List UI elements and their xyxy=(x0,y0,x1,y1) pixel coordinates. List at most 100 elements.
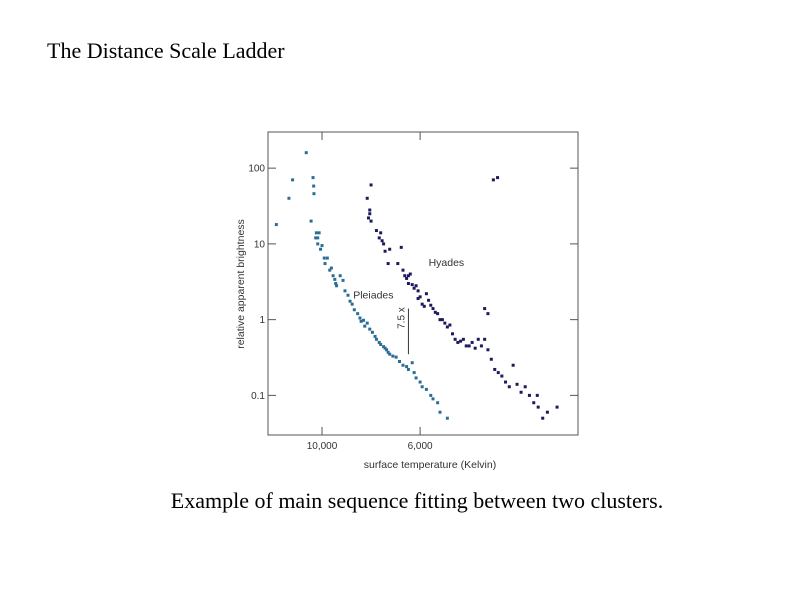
hyades-point xyxy=(453,337,457,341)
hyades-point xyxy=(403,274,407,278)
hyades-point xyxy=(515,382,519,386)
hyades-point xyxy=(410,283,414,287)
pleiades-point xyxy=(394,355,398,359)
hyades-point xyxy=(422,304,426,308)
pleiades-point xyxy=(356,312,360,316)
hyades-point xyxy=(536,405,540,409)
pleiades-point xyxy=(348,299,352,303)
extra-point xyxy=(496,176,500,180)
hyades-point xyxy=(545,410,549,414)
pleiades-point xyxy=(383,346,387,350)
pleiades-point xyxy=(311,176,315,180)
x-tick-label: 6,000 xyxy=(408,441,433,452)
hyades-point xyxy=(424,292,428,296)
pleiades-point xyxy=(320,244,324,248)
hyades-point xyxy=(366,216,370,220)
hyades-point xyxy=(379,231,383,235)
hyades-point xyxy=(382,242,386,246)
hyades-point xyxy=(511,363,515,367)
x-axis: 10,000 6,000 xyxy=(307,132,433,452)
hyades-point xyxy=(486,348,490,352)
pleiades-point xyxy=(386,350,390,354)
plot-frame xyxy=(267,131,579,436)
pleiades-point xyxy=(388,352,392,356)
pleiades-point xyxy=(334,282,338,285)
hyades-point xyxy=(467,344,471,348)
hyades-point xyxy=(380,239,384,243)
hyades-point xyxy=(383,249,387,253)
pleiades-point xyxy=(319,247,323,251)
hyades-point xyxy=(369,219,373,223)
pleiades-point xyxy=(431,397,435,401)
hyades-point xyxy=(483,337,487,341)
hyades-point xyxy=(412,286,416,290)
pleiades-point xyxy=(377,340,381,344)
pleiades-point xyxy=(314,231,318,235)
hyades-point xyxy=(436,312,440,316)
pleiades-point xyxy=(405,365,409,369)
hyades-point xyxy=(420,302,424,306)
hyades-point xyxy=(431,307,435,311)
extra-point xyxy=(491,178,495,182)
hyades-point xyxy=(470,340,474,344)
x-axis-label: surface temperature (Kelvin) xyxy=(364,459,496,471)
pleiades-point xyxy=(338,274,342,278)
pleiades-point xyxy=(335,284,339,288)
hyades-point xyxy=(399,245,403,249)
hyades-point xyxy=(377,236,381,240)
pleiades-point xyxy=(304,151,308,155)
hyades-point xyxy=(440,318,444,322)
hyades-point xyxy=(483,307,487,311)
hyades-point xyxy=(527,393,531,397)
pleiades-point xyxy=(343,289,347,293)
hyades-label: Hyades xyxy=(429,257,465,269)
pleiades-point xyxy=(370,330,374,334)
hyades-point xyxy=(427,298,431,302)
hyades-point xyxy=(386,262,390,266)
hyades-point xyxy=(438,318,442,322)
pleiades-point xyxy=(359,319,363,323)
hyades-point xyxy=(479,344,483,348)
pleiades-label: Pleiades xyxy=(353,290,393,302)
pleiades-point xyxy=(358,316,362,320)
hyades-point xyxy=(450,332,454,336)
hyades-point xyxy=(374,229,378,233)
pleiades-point xyxy=(401,363,405,367)
hyades-point xyxy=(532,401,536,405)
pleiades-point xyxy=(385,348,389,352)
y-tick-label: 1 xyxy=(259,315,265,326)
pleiades-point xyxy=(418,380,422,384)
hyades-point xyxy=(523,385,527,389)
hyades-point xyxy=(489,357,493,361)
pleiades-point xyxy=(291,178,295,182)
pleiades-point xyxy=(309,219,313,223)
pleiades-point xyxy=(374,337,378,341)
hyades-point xyxy=(461,337,465,341)
pleiades-point xyxy=(373,334,377,338)
hyades-point xyxy=(445,325,449,329)
hyades-point xyxy=(369,183,373,187)
hyades-point xyxy=(406,282,410,285)
y-axis: 100 10 1 0.1 xyxy=(248,164,578,402)
pleiades-point xyxy=(429,393,433,397)
pleiades-point xyxy=(329,266,333,270)
pleiades-point xyxy=(316,242,320,246)
hyades-point xyxy=(408,272,412,276)
pleiades-point xyxy=(346,293,350,297)
pleiades-point xyxy=(406,367,410,371)
y-axis-label: relative apparent brightness xyxy=(235,219,247,349)
y-tick-label: 100 xyxy=(248,164,265,175)
pleiades-point xyxy=(410,361,414,365)
pleiades-point xyxy=(362,318,366,322)
slide-caption: Example of main sequence fitting between… xyxy=(170,488,664,513)
pleiades-point xyxy=(331,274,335,278)
hyades-point xyxy=(414,284,418,288)
extra-point xyxy=(555,405,559,409)
pleiades-point xyxy=(445,416,449,420)
hyades-point xyxy=(504,380,508,384)
hyades-point xyxy=(401,268,405,272)
pleiades-point xyxy=(420,385,424,389)
data-points xyxy=(274,151,559,420)
hyades-point xyxy=(473,346,477,350)
